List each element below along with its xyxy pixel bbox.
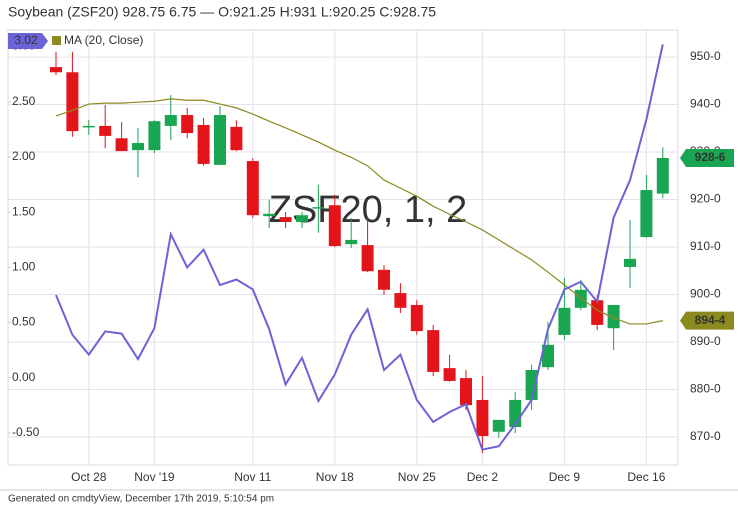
line-series [55, 98, 663, 325]
y2-tick-label: -0.50 [12, 425, 40, 439]
y-tick-label: 880-0 [690, 382, 721, 396]
candle-body [607, 304, 620, 329]
candle-body [197, 124, 210, 164]
x-tick-label: Nov 18 [316, 470, 354, 484]
x-tick-label: Dec 16 [627, 470, 665, 484]
candle-body [345, 239, 358, 245]
x-tick-label: Nov '19 [134, 470, 175, 484]
price-badge-label: 928-6 [695, 150, 726, 164]
candle-body [656, 157, 669, 194]
footer: Generated on cmdtyView, December 17th 20… [8, 494, 274, 505]
candle-body [410, 304, 423, 332]
y-tick-label: 940-0 [690, 97, 721, 111]
candle-body [246, 161, 259, 216]
candle-body [476, 399, 489, 437]
candle-body [361, 245, 374, 272]
candle-body [624, 258, 636, 267]
candle-body [542, 344, 554, 368]
y-tick-label: 950-0 [690, 49, 721, 63]
candle-body [50, 67, 62, 73]
value-badge [8, 33, 48, 49]
candle-body [82, 125, 95, 128]
line-series [55, 44, 664, 451]
x-tick-label: Nov 11 [234, 470, 271, 484]
y2-tick-label: 1.00 [12, 260, 36, 274]
y2-tick-label: 0.00 [12, 370, 36, 384]
x-tick-label: Nov 25 [398, 470, 436, 484]
candle-body [164, 115, 177, 126]
candle-body [492, 419, 505, 432]
candle-body [296, 215, 308, 222]
candle-body [591, 300, 604, 325]
y2-tick-label: 2.00 [12, 149, 36, 163]
candle-body [427, 330, 440, 372]
legend-swatch [52, 36, 61, 45]
y-tick-label: 920-0 [690, 192, 721, 206]
candle-body [263, 213, 276, 217]
candle-body [394, 293, 407, 308]
candle-body [66, 72, 79, 132]
candle-body [460, 378, 472, 406]
candle-body [328, 205, 341, 247]
candle-body [378, 269, 390, 290]
x-tick-label: Oct 28 [71, 470, 107, 484]
candle-body [181, 115, 194, 134]
candle-body [279, 217, 292, 222]
chart-title: Soybean (ZSF20) 928.75 6.75 — O:921.25 H… [8, 4, 436, 20]
candle-body [148, 121, 161, 151]
value-badge-label: 3.02 [14, 33, 38, 47]
candle-body [640, 190, 653, 238]
y2-tick-label: 2.50 [12, 94, 36, 108]
candle-body [230, 126, 243, 151]
x-tick-label: Dec 2 [467, 470, 499, 484]
price-badge-label: 894-4 [695, 313, 726, 327]
candle-body [312, 207, 325, 209]
candle-body [443, 368, 456, 381]
y-tick-label: 890-0 [690, 334, 721, 348]
candle-body [214, 115, 226, 165]
candle-body [525, 370, 538, 400]
candle-body [574, 289, 587, 308]
candle-body [132, 143, 144, 151]
price-badge [680, 311, 734, 330]
price-badge [680, 148, 734, 167]
x-tick-label: Dec 9 [549, 470, 581, 484]
y2-tick-label: 0.50 [12, 315, 36, 329]
y2-tick-label: 1.50 [12, 204, 36, 218]
y-tick-label: 910-0 [690, 239, 721, 253]
legend-label: MA (20, Close) [64, 33, 143, 47]
candle-body [558, 307, 571, 335]
candle-body [115, 138, 128, 152]
y-tick-label: 900-0 [690, 287, 721, 301]
y-tick-label: 870-0 [690, 429, 721, 443]
candle-body [99, 125, 112, 136]
